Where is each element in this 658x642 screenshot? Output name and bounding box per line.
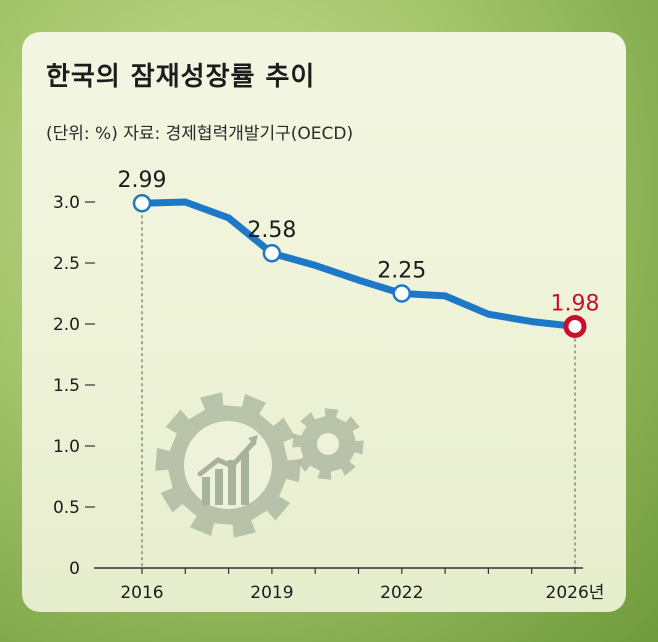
data-label: 2.58 <box>247 218 296 243</box>
chart-series: 2.99 2.58 2.25 1.98 <box>118 168 600 568</box>
line-chart: 0 0.5 1.0 1.5 2.0 2.5 3.0 2016 2019 2022 2026년 2.9… <box>53 168 605 603</box>
chart-unit-source: (단위: %) 자료: 경제협력개발기구(OECD) <box>46 124 354 144</box>
point-marker <box>132 193 152 213</box>
x-tick-label: 2019 <box>250 583 293 603</box>
x-tick-label: 2026년 <box>546 583 605 603</box>
chart-card: 한국의 잠재성장률 추이 (단위: %) 자료: 경제협력개발기구(OECD) … <box>22 32 626 612</box>
chart-title: 한국의 잠재성장률 추이 <box>46 62 316 92</box>
icon-bar-2 <box>228 460 236 505</box>
point-marker <box>392 284 412 303</box>
y-tick-label: 2.5 <box>53 254 80 274</box>
icon-trend-arrow <box>248 435 258 446</box>
small-gear-hole <box>317 433 339 455</box>
point-marker <box>262 243 282 263</box>
data-label: 1.98 <box>551 291 600 316</box>
chart-axes: 0 0.5 1.0 1.5 2.0 2.5 3.0 2016 2019 2022 2026년 <box>53 193 605 603</box>
x-tick-label: 2022 <box>380 583 423 603</box>
x-tick-label: 2016 <box>120 583 163 603</box>
icon-bar-1 <box>215 469 223 505</box>
icon-trend-line <box>197 439 257 477</box>
icon-bar-0 <box>202 477 210 505</box>
data-label: 2.99 <box>118 168 167 193</box>
y-tick-label: 2.0 <box>53 315 80 335</box>
y-tick-label: 1.0 <box>53 437 80 457</box>
gear-chart-icon <box>155 392 364 538</box>
y-tick-label: 0 <box>69 559 80 579</box>
icon-bar-3 <box>241 452 249 505</box>
highlight-point-marker <box>563 314 587 338</box>
y-tick-label: 3.0 <box>53 193 80 213</box>
series-line <box>138 198 579 330</box>
y-tick-label: 0.5 <box>53 498 80 518</box>
data-label: 2.25 <box>377 259 426 284</box>
y-tick-label: 1.5 <box>53 376 80 396</box>
